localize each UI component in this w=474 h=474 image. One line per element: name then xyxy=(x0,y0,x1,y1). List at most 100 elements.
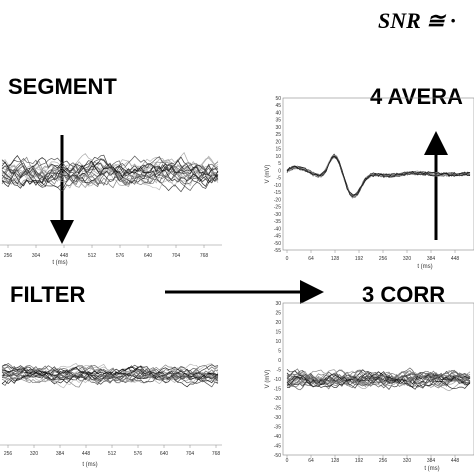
waveform xyxy=(286,157,471,198)
y-tick-label: 35 xyxy=(275,118,281,124)
y-tick-label: -10 xyxy=(274,183,281,189)
waveform xyxy=(286,371,471,387)
waveform xyxy=(286,372,471,389)
y-tick-label: -30 xyxy=(274,212,281,218)
y-axis-label: V (mV) xyxy=(265,370,271,389)
y-tick-label: -50 xyxy=(274,241,281,247)
y-tick-label: 20 xyxy=(275,139,281,145)
step-label: SEGMENT xyxy=(8,74,117,99)
x-tick-label: 512 xyxy=(108,451,117,457)
waveform xyxy=(1,366,219,384)
x-tick-label: 640 xyxy=(160,451,169,457)
x-tick-label: 64 xyxy=(308,256,314,262)
y-tick-label: 30 xyxy=(275,301,281,307)
y-tick-label: 40 xyxy=(275,110,281,116)
waveform xyxy=(1,156,219,184)
x-tick-label: 384 xyxy=(427,256,436,262)
x-tick-label: 512 xyxy=(88,253,97,259)
waveform xyxy=(286,155,471,199)
x-axis-label: t (ms) xyxy=(417,264,432,270)
x-tick-label: 448 xyxy=(60,253,69,259)
waveform xyxy=(1,156,219,191)
waveform xyxy=(1,364,219,381)
y-tick-label: -45 xyxy=(274,234,281,240)
x-tick-label: 192 xyxy=(355,256,364,262)
waveform xyxy=(286,375,471,389)
y-tick-label: -5 xyxy=(277,368,282,374)
x-axis-label: t (ms) xyxy=(82,462,97,468)
x-tick-label: 192 xyxy=(355,458,364,464)
x-tick-label: 448 xyxy=(451,458,460,464)
x-tick-label: 320 xyxy=(403,256,412,262)
y-tick-label: 30 xyxy=(275,125,281,131)
step-label: 4 AVERA xyxy=(370,84,463,109)
x-tick-label: 0 xyxy=(286,458,289,464)
x-tick-label: 768 xyxy=(212,451,221,457)
x-tick-label: 576 xyxy=(134,451,143,457)
y-tick-label: 20 xyxy=(275,320,281,326)
x-tick-label: 768 xyxy=(200,253,209,259)
plot-frame xyxy=(282,302,474,456)
y-tick-label: 5 xyxy=(278,349,281,355)
y-tick-label: -45 xyxy=(274,444,281,450)
waveform xyxy=(1,364,219,388)
y-tick-label: -15 xyxy=(274,387,281,393)
y-tick-label: 50 xyxy=(275,96,281,102)
x-axis-label: t (ms) xyxy=(424,466,439,472)
x-tick-label: 448 xyxy=(82,451,91,457)
snr-formula: SNR ≅ · xyxy=(378,8,456,33)
y-tick-label: -5 xyxy=(277,176,282,182)
waveform xyxy=(1,160,219,188)
x-tick-label: 576 xyxy=(116,253,125,259)
y-tick-label: -25 xyxy=(274,406,281,412)
x-tick-label: 320 xyxy=(403,458,412,464)
y-tick-label: -35 xyxy=(274,425,281,431)
waveform xyxy=(1,372,219,384)
y-tick-label: -55 xyxy=(274,248,281,254)
x-tick-label: 128 xyxy=(331,458,340,464)
y-tick-label: 0 xyxy=(278,358,281,364)
step-label: FILTER xyxy=(10,282,85,307)
waveform xyxy=(1,156,219,185)
waveform xyxy=(1,363,219,384)
x-tick-label: 704 xyxy=(186,451,195,457)
y-tick-label: -25 xyxy=(274,205,281,211)
y-tick-label: -20 xyxy=(274,396,281,402)
x-tick-label: 256 xyxy=(379,458,388,464)
y-tick-label: 25 xyxy=(275,132,281,138)
x-tick-label: 256 xyxy=(4,451,13,457)
y-tick-label: 10 xyxy=(275,339,281,345)
waveform xyxy=(286,373,471,390)
y-tick-label: 15 xyxy=(275,330,281,336)
x-tick-label: 384 xyxy=(56,451,65,457)
x-tick-label: 304 xyxy=(32,253,41,259)
y-tick-label: -50 xyxy=(274,453,281,459)
waveform xyxy=(1,160,219,189)
y-tick-label: -35 xyxy=(274,219,281,225)
y-tick-label: -20 xyxy=(274,197,281,203)
waveform xyxy=(286,155,471,198)
waveform xyxy=(1,367,219,381)
x-tick-label: 256 xyxy=(4,253,13,259)
x-tick-label: 384 xyxy=(427,458,436,464)
waveform xyxy=(1,160,219,187)
x-tick-label: 448 xyxy=(451,256,460,262)
y-tick-label: -30 xyxy=(274,415,281,421)
y-tick-label: 10 xyxy=(275,154,281,160)
x-tick-label: 256 xyxy=(379,256,388,262)
waveform xyxy=(286,156,471,199)
x-tick-label: 640 xyxy=(144,253,153,259)
y-tick-label: 5 xyxy=(278,161,281,167)
x-tick-label: 320 xyxy=(30,451,39,457)
waveform xyxy=(286,156,471,198)
plot-frame xyxy=(282,97,474,251)
waveform xyxy=(1,159,219,189)
y-tick-label: -40 xyxy=(274,434,281,440)
waveform xyxy=(287,373,471,385)
x-tick-label: 64 xyxy=(308,458,314,464)
waveform xyxy=(286,156,471,199)
y-axis-label: V (mV) xyxy=(265,165,271,184)
